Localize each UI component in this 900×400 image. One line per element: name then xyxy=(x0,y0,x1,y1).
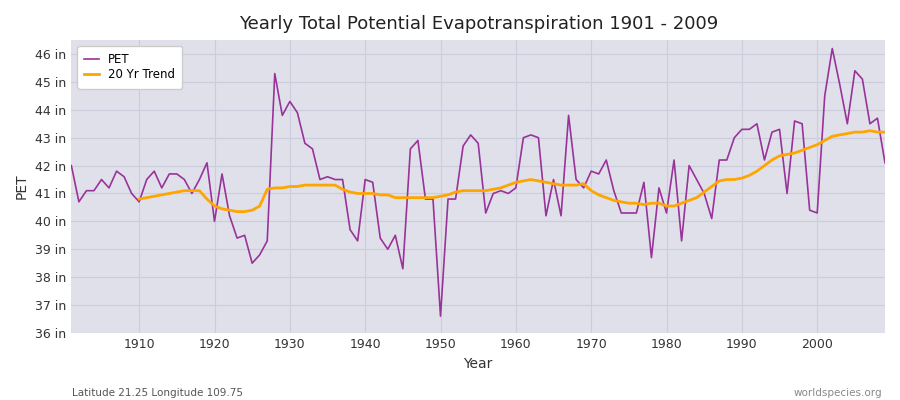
PET xyxy=(292,110,302,115)
20 Yr Trend xyxy=(134,197,145,202)
Line: PET: PET xyxy=(71,48,885,316)
Legend: PET, 20 Yr Trend: PET, 20 Yr Trend xyxy=(77,46,182,88)
PET xyxy=(518,135,529,140)
Text: Latitude 21.25 Longitude 109.75: Latitude 21.25 Longitude 109.75 xyxy=(72,388,243,398)
PET xyxy=(66,163,77,168)
PET xyxy=(338,177,348,182)
20 Yr Trend xyxy=(231,209,242,214)
Title: Yearly Total Potential Evapotranspiration 1901 - 2009: Yearly Total Potential Evapotranspiratio… xyxy=(238,15,718,33)
PET xyxy=(126,191,137,196)
X-axis label: Year: Year xyxy=(464,357,493,371)
PET xyxy=(608,188,619,193)
20 Yr Trend xyxy=(284,184,295,189)
Y-axis label: PET: PET xyxy=(15,174,29,199)
20 Yr Trend xyxy=(827,134,838,139)
PET xyxy=(879,160,890,165)
PET xyxy=(510,186,521,190)
20 Yr Trend xyxy=(315,183,326,188)
20 Yr Trend xyxy=(526,177,536,182)
20 Yr Trend xyxy=(586,188,597,193)
20 Yr Trend xyxy=(865,128,876,133)
20 Yr Trend xyxy=(850,130,860,134)
PET xyxy=(435,314,446,318)
20 Yr Trend xyxy=(879,130,890,134)
Line: 20 Yr Trend: 20 Yr Trend xyxy=(140,131,885,212)
PET xyxy=(827,46,838,51)
Text: worldspecies.org: worldspecies.org xyxy=(794,388,882,398)
